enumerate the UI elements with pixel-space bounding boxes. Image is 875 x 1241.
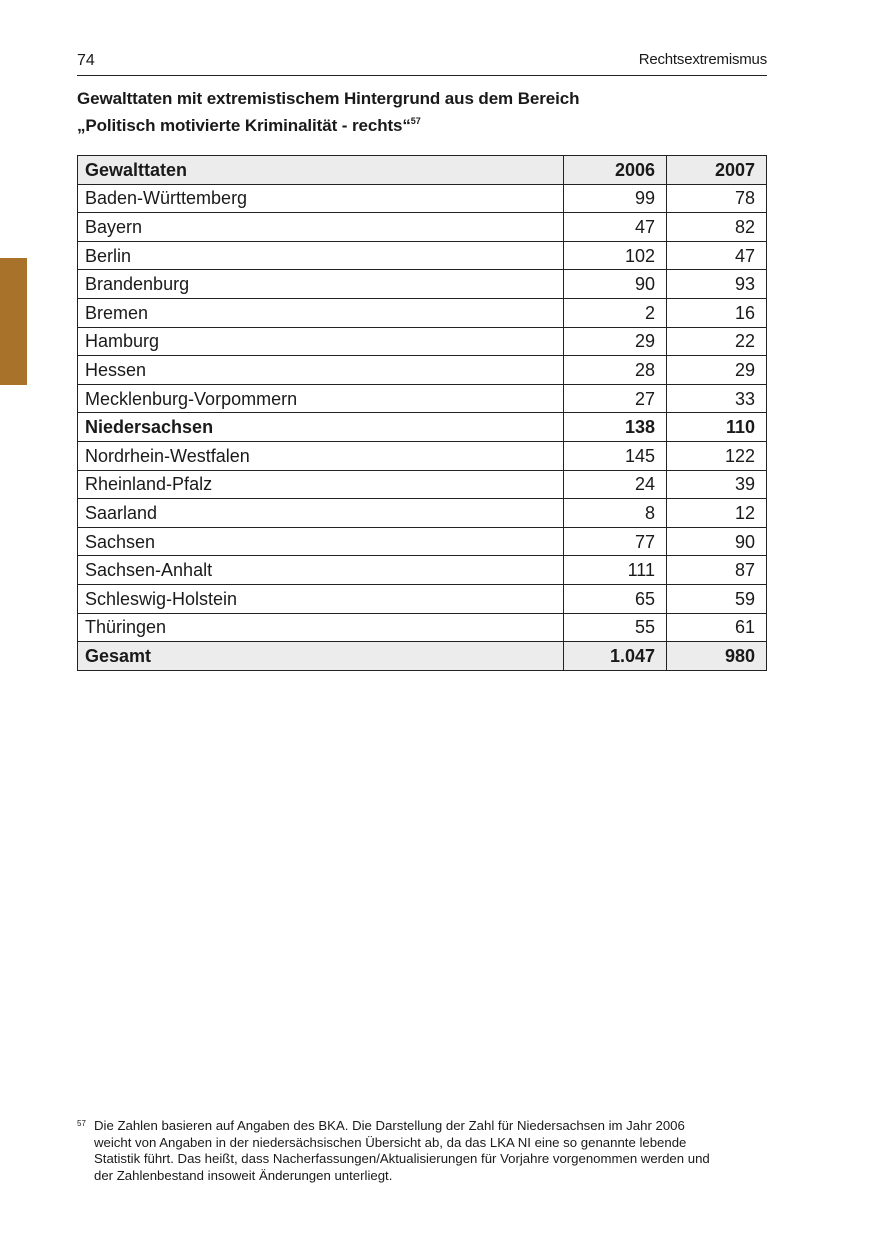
row-label: Saarland [77,498,564,528]
table-title: Gewalttaten mit extremistischem Hintergr… [77,88,579,137]
row-label: Bayern [77,212,564,242]
footnote-line: Statistik führt. Das heißt, dass Nacherf… [94,1151,710,1166]
cell-2007: 980 [666,641,767,671]
cell-2006: 2 [563,297,667,328]
cell-2006: 24 [563,469,667,500]
footnote-mark: 57 [77,1119,86,1128]
row-label: Thüringen [77,612,564,643]
row-label: Nordrhein-Westfalen [77,440,564,471]
row-label: Schleswig-Holstein [77,583,564,614]
table-row: Thüringen 55 61 [77,612,767,643]
table-row: Hamburg 29 22 [77,326,767,357]
row-label: Sachsen-Anhalt [77,555,564,585]
cell-2007: 78 [666,183,767,214]
cell-2007: 33 [666,383,767,414]
cell-2006: 111 [563,555,667,585]
table-row: Saarland 8 12 [77,498,767,528]
cell-2006: 145 [563,440,667,471]
cell-2007: 87 [666,555,767,585]
table-row: Sachsen 77 90 [77,526,767,557]
cell-2007: 47 [666,240,767,271]
footnote-line: der Zahlenbestand insoweit Änderungen un… [94,1167,393,1183]
footnote-text: Die Zahlen basieren auf Angaben des BKA.… [94,1118,777,1184]
row-label: Gesamt [77,641,564,671]
cell-2007: 61 [666,612,767,643]
cell-2007: 122 [666,440,767,471]
row-label: Gewalttaten [77,155,564,185]
cell-2007: 90 [666,526,767,557]
footnote: 57 Die Zahlen basieren auf Angaben des B… [77,1118,777,1184]
cell-2006: 2006 [563,155,667,185]
footnote-line: weicht von Angaben in der niedersächsisc… [94,1134,687,1150]
cell-2006: 65 [563,583,667,614]
table-row: Sachsen-Anhalt 111 87 [77,555,767,585]
table-row: Rheinland-Pfalz 24 39 [77,469,767,500]
row-label: Rheinland-Pfalz [77,469,564,500]
row-label: Niedersachsen [77,412,564,442]
cell-2007: 110 [666,412,767,442]
cell-2006: 99 [563,183,667,214]
row-label: Berlin [77,240,564,271]
page-number: 74 [77,52,95,69]
table-row: Baden-Württemberg 99 78 [77,183,767,214]
table-row: Mecklenburg-Vorpommern 27 33 [77,383,767,414]
table-row: Nordrhein-Westfalen 145 122 [77,440,767,471]
cell-2007: 39 [666,469,767,500]
cell-2006: 90 [563,269,667,299]
row-label: Sachsen [77,526,564,557]
table-row: Hessen 28 29 [77,355,767,385]
cell-2007: 2007 [666,155,767,185]
cell-2007: 82 [666,212,767,242]
table-row: Bayern 47 82 [77,212,767,242]
cell-2006: 28 [563,355,667,385]
cell-2006: 1.047 [563,641,667,671]
row-label: Hessen [77,355,564,385]
cell-2007: 59 [666,583,767,614]
cell-2007: 16 [666,297,767,328]
row-label: Bremen [77,297,564,328]
row-label: Brandenburg [77,269,564,299]
title-line-2-wrap: „Politisch motivierte Kriminalität - rec… [77,110,579,137]
cell-2006: 27 [563,383,667,414]
footnote-reference[interactable]: 57 [410,116,421,126]
table-row: Berlin 102 47 [77,240,767,271]
table-row: Niedersachsen 138 110 [77,412,767,442]
row-label: Baden-Württemberg [77,183,564,214]
footnote-line: Die Zahlen basieren auf Angaben des BKA.… [94,1118,685,1133]
cell-2006: 77 [563,526,667,557]
cell-2006: 29 [563,326,667,357]
cell-2006: 47 [563,212,667,242]
cell-2006: 8 [563,498,667,528]
cell-2007: 93 [666,269,767,299]
cell-2006: 102 [563,240,667,271]
violence-statistics-table: Gewalttaten 2006 2007 Baden-Württemberg 99 78… [77,155,767,671]
running-head: Rechtsextremismus [638,51,767,68]
title-line-2: „Politisch motivierte Kriminalität - rec… [77,116,411,135]
row-label: Mecklenburg-Vorpommern [77,383,564,414]
chapter-tab-marker [0,258,27,385]
table-row: Schleswig-Holstein 65 59 [77,583,767,614]
cell-2006: 55 [563,612,667,643]
page-header: 74 Rechtsextremismus [77,50,767,76]
row-label: Hamburg [77,326,564,357]
table-header-row: Gewalttaten 2006 2007 [77,155,767,185]
table-row: Brandenburg 90 93 [77,269,767,299]
cell-2007: 12 [666,498,767,528]
cell-2007: 29 [666,355,767,385]
cell-2006: 138 [563,412,667,442]
table-row: Bremen 2 16 [77,297,767,328]
table-total-row: Gesamt 1.047 980 [77,641,767,671]
title-line-1: Gewalttaten mit extremistischem Hintergr… [77,89,580,108]
cell-2007: 22 [666,326,767,357]
